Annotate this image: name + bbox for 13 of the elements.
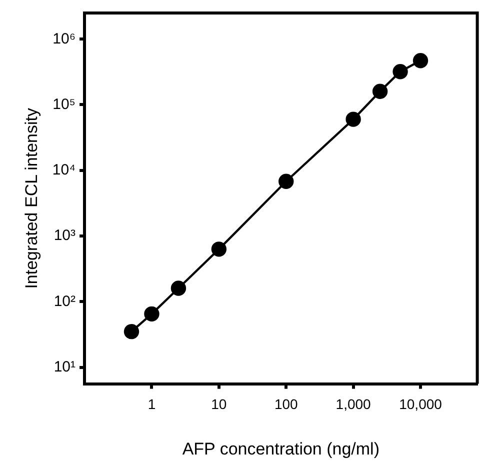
y-tick-label: 10¹ [54,358,76,376]
x-tick-label: 100 [274,396,298,412]
y-axis-title: Integrated ECL intensity [22,108,41,289]
y-tick-label: 10² [54,292,76,310]
x-axis-title: AFP concentration (ng/ml) [182,439,380,458]
y-tick-label: 10³ [54,227,76,244]
y-tick-label: 10⁵ [52,96,76,113]
y-tick-label: 10⁶ [52,30,76,48]
x-tick-label: 10 [211,396,227,412]
x-tick-label: 1 [148,396,156,412]
y-tick-label: 10⁴ [52,162,76,179]
x-tick-label: 10,000 [399,396,442,412]
x-tick-label: 1,000 [336,396,372,412]
